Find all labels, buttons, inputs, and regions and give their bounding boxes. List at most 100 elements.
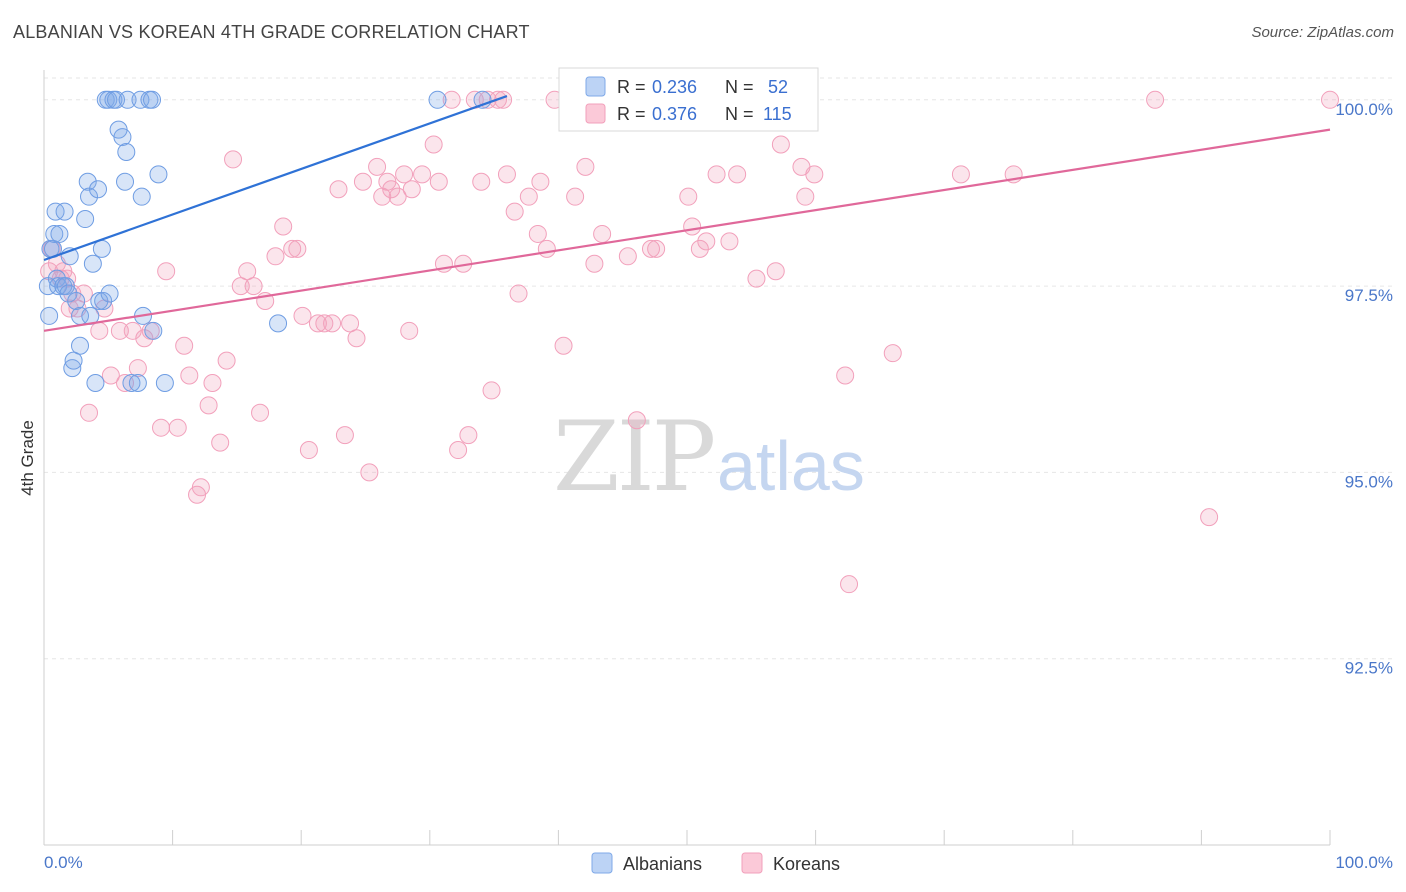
albanian-point bbox=[99, 90, 118, 109]
y-tick-label: 95.0% bbox=[1345, 472, 1393, 491]
albanians-trend-line bbox=[43, 95, 508, 262]
korean-point bbox=[152, 418, 171, 437]
y-tick-label: 100.0% bbox=[1335, 100, 1393, 119]
korean-point bbox=[335, 426, 354, 445]
korean-point bbox=[883, 344, 902, 363]
albanian-point bbox=[86, 373, 105, 392]
albanian-point bbox=[113, 128, 132, 147]
korean-point bbox=[528, 224, 547, 243]
albanians-r-value: 0.236 bbox=[652, 77, 697, 97]
korean-point bbox=[238, 262, 257, 281]
korean-point bbox=[90, 321, 109, 340]
koreans-r-label: R = bbox=[617, 104, 646, 124]
albanians-points bbox=[38, 90, 492, 392]
korean-point bbox=[472, 172, 491, 191]
albanian-point bbox=[71, 336, 90, 355]
korean-point bbox=[101, 366, 120, 385]
korean-point bbox=[836, 366, 855, 385]
y-axis-label: 4th Grade bbox=[18, 420, 37, 496]
grid-lines bbox=[44, 77, 1393, 660]
bottom-legend-albanians-label: Albanians bbox=[623, 854, 702, 874]
koreans-swatch bbox=[585, 103, 606, 124]
korean-point bbox=[382, 180, 401, 199]
albanian-point bbox=[78, 172, 97, 191]
korean-point bbox=[400, 321, 419, 340]
korean-point bbox=[554, 336, 573, 355]
korean-point bbox=[274, 217, 293, 236]
albanian-point bbox=[94, 292, 113, 311]
albanian-point bbox=[49, 277, 68, 296]
korean-point bbox=[728, 165, 747, 184]
albanian-point bbox=[64, 351, 83, 370]
albanian-point bbox=[428, 90, 447, 109]
albanian-point bbox=[149, 165, 168, 184]
koreans-points bbox=[40, 90, 1339, 594]
korean-point bbox=[585, 254, 604, 273]
korean-point bbox=[509, 284, 528, 303]
korean-point bbox=[424, 135, 443, 154]
korean-point bbox=[283, 239, 302, 258]
korean-point bbox=[840, 575, 859, 594]
korean-point bbox=[627, 411, 646, 430]
korean-point bbox=[180, 366, 199, 385]
bottom-legend-koreans-label: Koreans bbox=[773, 854, 840, 874]
x-tick-label-max: 100.0% bbox=[1335, 853, 1393, 872]
albanian-point bbox=[144, 321, 163, 340]
korean-point bbox=[576, 157, 595, 176]
albanian-point bbox=[116, 172, 135, 191]
korean-point bbox=[388, 187, 407, 206]
korean-point bbox=[175, 336, 194, 355]
korean-point bbox=[329, 180, 348, 199]
albanian-point bbox=[128, 373, 147, 392]
watermark: ZIP atlas bbox=[553, 401, 865, 513]
korean-point bbox=[519, 187, 538, 206]
korean-point bbox=[135, 329, 154, 348]
albanian-point bbox=[76, 210, 95, 229]
albanian-point bbox=[269, 314, 288, 333]
albanian-point bbox=[155, 373, 174, 392]
korean-point bbox=[323, 314, 342, 333]
y-tick-label: 92.5% bbox=[1345, 659, 1393, 678]
albanians-n-label: N = bbox=[725, 77, 754, 97]
albanian-point bbox=[92, 239, 111, 258]
albanian-point bbox=[55, 202, 74, 221]
korean-point bbox=[288, 239, 307, 258]
korean-point bbox=[116, 373, 135, 392]
korean-point bbox=[683, 217, 702, 236]
albanian-point bbox=[45, 224, 64, 243]
koreans-trend-line bbox=[43, 128, 1331, 332]
korean-point bbox=[266, 247, 285, 266]
koreans-n-value: 115 bbox=[763, 104, 792, 124]
korean-point bbox=[796, 187, 815, 206]
korean-point bbox=[293, 306, 312, 325]
korean-point bbox=[429, 172, 448, 191]
korean-point bbox=[449, 441, 468, 460]
korean-point bbox=[647, 239, 666, 258]
korean-point bbox=[531, 172, 550, 191]
korean-point bbox=[402, 180, 421, 199]
korean-point bbox=[482, 381, 501, 400]
albanian-point bbox=[117, 142, 136, 161]
albanian-point bbox=[80, 187, 99, 206]
bottom-legend-albanians-swatch bbox=[591, 852, 613, 874]
y-tick-labels: 100.0% 97.5% 95.0% 92.5% bbox=[1335, 100, 1393, 678]
korean-point bbox=[697, 232, 716, 251]
korean-point bbox=[299, 441, 318, 460]
korean-point bbox=[231, 277, 250, 296]
korean-point bbox=[1321, 90, 1339, 109]
albanian-point bbox=[67, 292, 86, 311]
korean-point bbox=[497, 165, 516, 184]
trend-lines bbox=[43, 95, 1331, 332]
korean-point bbox=[110, 321, 129, 340]
korean-point bbox=[720, 232, 739, 251]
korean-point bbox=[199, 396, 218, 415]
albanian-point bbox=[46, 202, 65, 221]
korean-point bbox=[244, 277, 263, 296]
koreans-n-label: N = bbox=[725, 104, 754, 124]
korean-point bbox=[805, 165, 824, 184]
korean-point bbox=[537, 239, 556, 258]
y-tick-label: 97.5% bbox=[1345, 286, 1393, 305]
korean-point bbox=[128, 359, 147, 378]
korean-point bbox=[641, 239, 660, 258]
korean-point bbox=[347, 329, 366, 348]
